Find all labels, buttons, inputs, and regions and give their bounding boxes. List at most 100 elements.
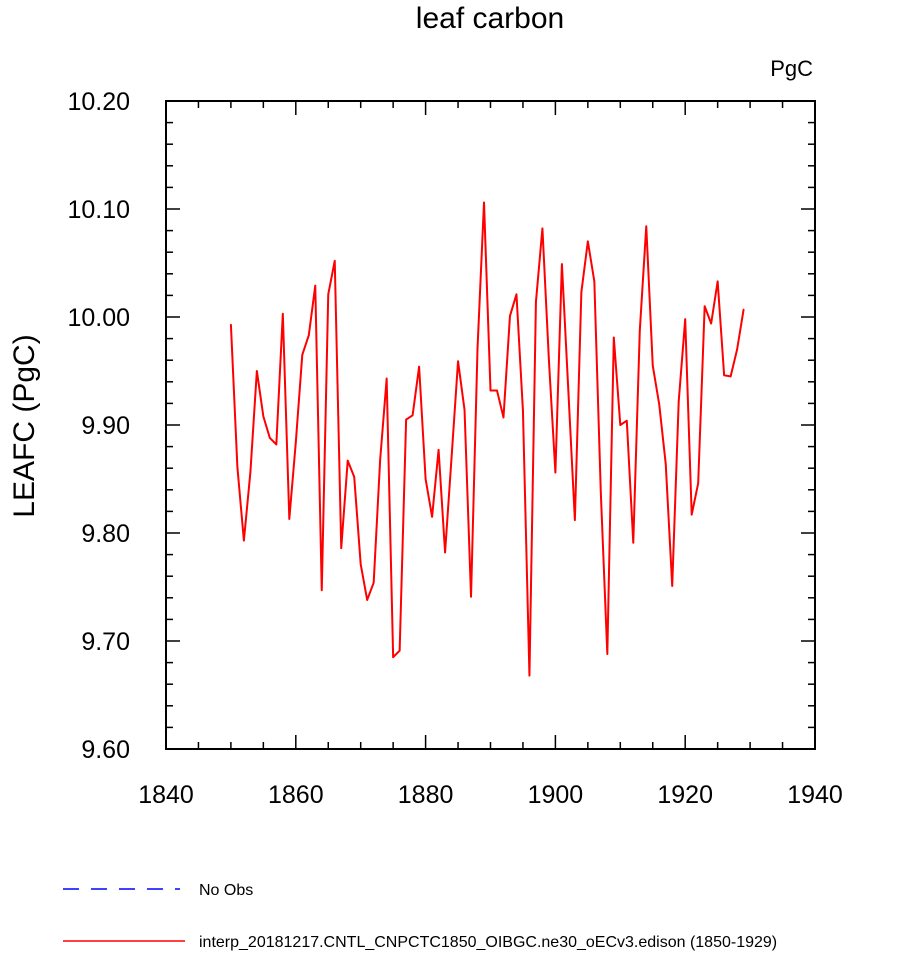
data-point [424, 478, 427, 480]
data-point [535, 301, 537, 303]
data-point [333, 260, 336, 262]
data-point [327, 293, 330, 296]
data-point [269, 437, 271, 439]
data-point [372, 581, 375, 584]
y-axis-label: LEAFC (PgC) [8, 334, 41, 517]
legend: No Obs interp_20181217.CNTL_CNPCTC1850_O… [63, 882, 777, 951]
data-point [463, 409, 466, 411]
data-point [574, 519, 576, 521]
chart-title: leaf carbon [416, 2, 564, 35]
x-tick-label: 1840 [138, 781, 194, 809]
x-tick-label: 1920 [657, 781, 713, 809]
data-point [502, 416, 505, 419]
data-point [437, 449, 440, 451]
data-point [385, 377, 388, 380]
data-point [256, 370, 258, 372]
data-point [314, 284, 317, 287]
data-point [320, 589, 323, 592]
data-point [593, 280, 596, 283]
series-line-1 [229, 201, 745, 677]
data-point [470, 595, 472, 598]
data-point [230, 323, 232, 326]
x-tick-label: 1940 [787, 781, 843, 809]
data-point [710, 322, 712, 325]
data-point [476, 347, 479, 350]
data-point [684, 318, 686, 320]
data-point [262, 415, 265, 418]
data-point [243, 539, 245, 542]
data-point [411, 414, 414, 417]
data-point [249, 471, 252, 474]
data-point [548, 359, 550, 362]
data-point [418, 365, 420, 368]
data-point [366, 599, 368, 601]
data-point [307, 334, 310, 337]
data-point [580, 291, 583, 293]
data-point [457, 360, 459, 363]
y-tick-label: 9.70 [81, 628, 130, 656]
data-point [619, 424, 622, 426]
data-point [729, 375, 732, 378]
data-point [671, 585, 674, 587]
data-point [522, 410, 524, 412]
data-point [600, 492, 602, 494]
data-point [587, 240, 589, 243]
y-tick-label: 9.80 [81, 520, 130, 548]
data-point [509, 315, 511, 317]
data-point [742, 308, 745, 311]
data-point [236, 466, 239, 468]
axis-ticks [165, 100, 816, 750]
data-point [405, 418, 407, 421]
data-point [697, 482, 699, 485]
y-tick-labels: 9.60 9.70 9.80 9.90 10.00 10.10 10.20 [67, 88, 130, 764]
data-point [489, 389, 492, 392]
data-point [288, 518, 291, 520]
x-tick-label: 1900 [528, 781, 584, 809]
data-point [703, 305, 706, 308]
x-tick-label: 1860 [268, 781, 324, 809]
data-point [346, 459, 349, 462]
y-tick-label: 10.10 [67, 196, 130, 224]
data-point [496, 389, 498, 392]
legend-label-no-obs: No Obs [199, 882, 253, 899]
data-point [528, 674, 531, 677]
data-point [554, 471, 557, 474]
data-point [632, 541, 635, 544]
legend-label-model: interp_20181217.CNTL_CNPCTC1850_OIBGC.ne… [199, 934, 777, 951]
data-point [295, 441, 297, 444]
data-point [275, 443, 278, 446]
y-tick-label: 9.60 [81, 736, 130, 764]
data-point [431, 516, 433, 518]
y-tick-label: 9.90 [81, 412, 130, 440]
data-point [301, 354, 304, 356]
data-point [645, 225, 648, 228]
x-tick-labels: 1840 1860 1880 1900 1920 1940 [138, 781, 843, 809]
data-point [561, 263, 563, 265]
data-point [359, 563, 362, 566]
data-point [541, 227, 544, 230]
data-point [613, 336, 615, 339]
data-point [567, 390, 570, 393]
data-series [229, 201, 745, 677]
data-point [444, 551, 446, 554]
data-point [651, 364, 654, 367]
data-point [515, 293, 518, 296]
y-tick-label: 10.20 [67, 88, 130, 116]
data-point [690, 513, 693, 516]
data-point [379, 458, 381, 461]
data-point [658, 403, 661, 406]
plot-frame [165, 100, 816, 750]
data-point [340, 547, 343, 549]
data-point [483, 201, 485, 204]
data-point [716, 280, 719, 283]
x-tick-label: 1880 [398, 781, 454, 809]
data-point [398, 649, 401, 652]
data-point [606, 653, 609, 655]
data-point [664, 463, 667, 465]
y-tick-label: 10.00 [67, 304, 130, 332]
data-point [625, 419, 628, 422]
data-point [736, 348, 738, 351]
data-point [353, 476, 356, 478]
units-label: PgC [770, 56, 813, 81]
